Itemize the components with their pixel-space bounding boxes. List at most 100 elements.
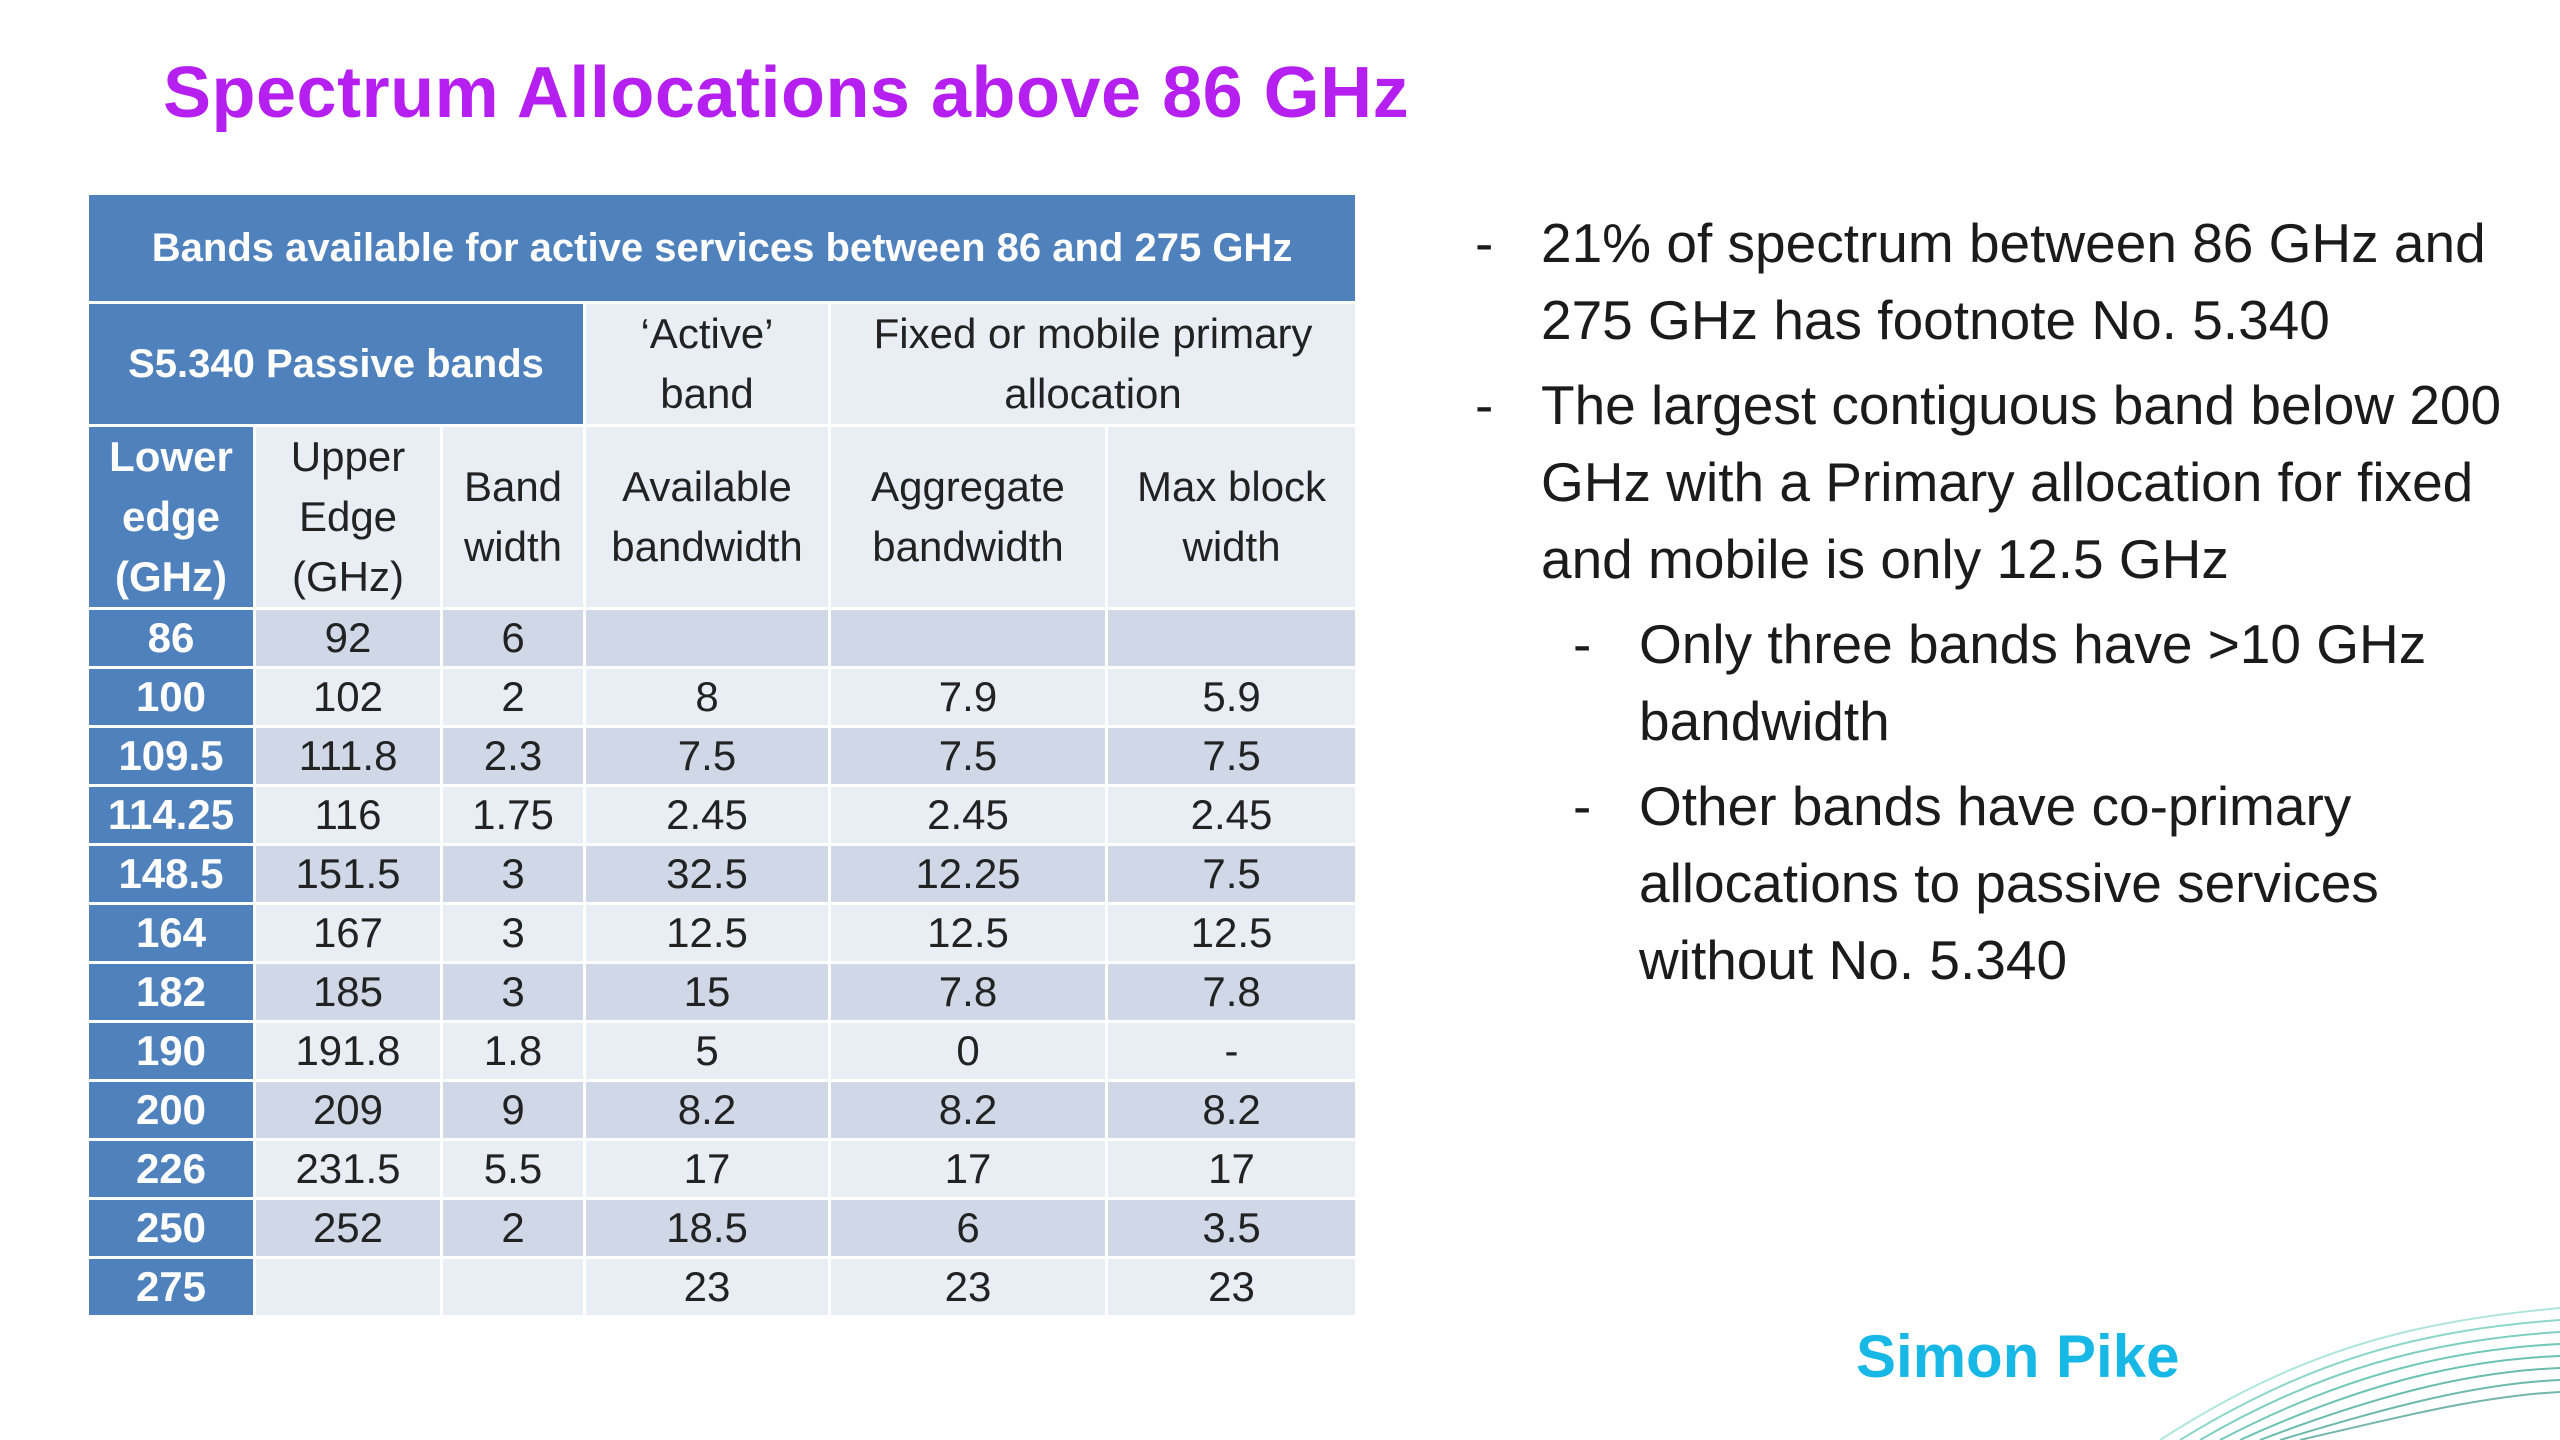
table-cell: 3 [440,902,586,964]
passive-bands-header: S5.340 Passive bands [86,301,586,427]
table-row: 190 191.8 1.8 5 0- [86,1020,1359,1082]
bullet-item: - The largest contiguous band below 200 G… [1475,367,2535,598]
table-cell [253,1256,443,1318]
table-cell: 7.9 [828,666,1108,728]
table-cell [1104,607,1359,669]
table-cell: 12.5 [828,902,1108,964]
table-cell: 102 [253,666,443,728]
table-cell: 8.2 [828,1079,1108,1141]
bullet-text: Other bands have co-primary allocations … [1639,775,2379,991]
active-band-header: ‘Active’ band [583,301,831,427]
table-cell: 2 [440,666,586,728]
table-row: 275 23 23 23 [86,1256,1359,1318]
bullet-text: The largest contiguous band below 200 GH… [1541,374,2502,590]
active-band-header-line-1: ‘Active’ [640,310,774,357]
table-cell: 5 [583,1020,831,1082]
bullet-dash: - [1573,775,1592,837]
table-cell: 32.5 [583,843,831,905]
table-cell: 151.5 [253,843,443,905]
table-cell: 111.8 [253,725,443,787]
column-header-line: Max block [1137,463,1327,510]
table-cell: 23 [583,1256,831,1318]
fixed-mobile-header-line-2: allocation [1004,370,1182,417]
table-cell: 209 [253,1079,443,1141]
sub-bullet-item: - Other bands have co-primary allocations… [1573,768,2535,999]
table-cell: 92 [253,607,443,669]
column-header: Band width [440,424,586,610]
column-header: Max block width [1104,424,1359,610]
table-cell: 185 [253,961,443,1023]
lower-edge-cell: 114.25 [86,784,256,846]
lower-edge-cell: 200 [86,1079,256,1141]
table-row: 250 252 2 18.5 6 3.5 [86,1197,1359,1259]
column-header-line: width [463,523,563,570]
fixed-mobile-header-line-1: Fixed or mobile primary [873,310,1313,357]
table-cell: 7.5 [583,725,831,787]
table-cell: 23 [1104,1256,1359,1318]
column-header: Aggregate bandwidth [828,424,1108,610]
table-cell: 231.5 [253,1138,443,1200]
lower-edge-cell: 86 [86,607,256,669]
bands-table: Bands available for active services betw… [85,192,1359,1318]
column-header-line: edge [121,493,221,540]
table-row: 200 209 9 8.2 8.2 8.2 [86,1079,1359,1141]
column-header: Lower edge (GHz) [86,424,256,610]
column-header-line: Upper [290,433,406,480]
table-cell: 9 [440,1079,586,1141]
table-row: 164 167 3 12.5 12.5 12.5 [86,902,1359,964]
table-cell: 2 [440,1197,586,1259]
table-cell: 12.5 [1104,902,1359,964]
table-cell: 2.45 [583,784,831,846]
author-name: Simon Pike [1856,1323,2180,1390]
lower-edge-cell: 100 [86,666,256,728]
table-row: 148.5 151.5 3 32.5 12.25 7.5 [86,843,1359,905]
bullet-dash: - [1475,212,1494,274]
table-cell: 8 [583,666,831,728]
table-row: 182 185 3 15 7.8 7.8 [86,961,1359,1023]
table-cell: 5.5 [440,1138,586,1200]
sub-bullet-item: - Only three bands have >10 GHz bandwidth [1573,606,2535,760]
column-header-line: width [1182,523,1281,570]
table-cell [440,1256,586,1318]
column-header-line: Aggregate [871,463,1065,510]
column-header-line: (GHz) [292,553,404,600]
bullet-item: -21% of spectrum between 86 GHz and 275 … [1475,205,2535,359]
table-cell: 7.8 [1104,961,1359,1023]
column-header-line: Edge [298,493,398,540]
table-cell: 7.5 [828,725,1108,787]
table-cell: - [1104,1020,1359,1082]
active-band-header-line-2: band [660,370,754,417]
column-header-line: (GHz) [115,553,227,600]
lower-edge-cell: 164 [86,902,256,964]
table-cell: 7.5 [1104,725,1359,787]
table-cell: 17 [828,1138,1108,1200]
table-cell: 116 [253,784,443,846]
lower-edge-cell: 250 [86,1197,256,1259]
table-cell: 8.2 [1104,1079,1359,1141]
column-header-row: Lower edge (GHz) Upper Edge (GHz) Band width Ava… [86,424,1359,610]
table-cell: 2.3 [440,725,586,787]
bullet-dash: - [1573,613,1592,675]
lower-edge-cell: 226 [86,1138,256,1200]
table-cell: 7.8 [828,961,1108,1023]
table-cell [583,607,831,669]
table-cell: 7.5 [1104,843,1359,905]
table-cell: 6 [828,1197,1108,1259]
column-header-line: bandwidth [872,523,1064,570]
bullet-dash: - [1475,374,1494,436]
column-header-line: Lower [109,433,233,480]
slide-title: Spectrum Allocations above 86 GHz [163,53,1410,133]
table-row: 86 92 6 [86,607,1359,669]
table-cell: 17 [583,1138,831,1200]
bullet-list: -21% of spectrum between 86 GHz and 275 … [1475,205,2535,1007]
column-header-line: bandwidth [611,523,803,570]
table-row: 100 102 2 8 7.9 5.9 [86,666,1359,728]
lower-edge-cell: 190 [86,1020,256,1082]
column-header-line: Available [622,463,792,510]
column-header-line: Band [463,463,563,510]
table-cell [828,607,1108,669]
decorative-swoosh [2160,1307,2560,1440]
table-cell: 23 [828,1256,1108,1318]
table-cell: 6 [440,607,586,669]
table-cell: 12.5 [583,902,831,964]
